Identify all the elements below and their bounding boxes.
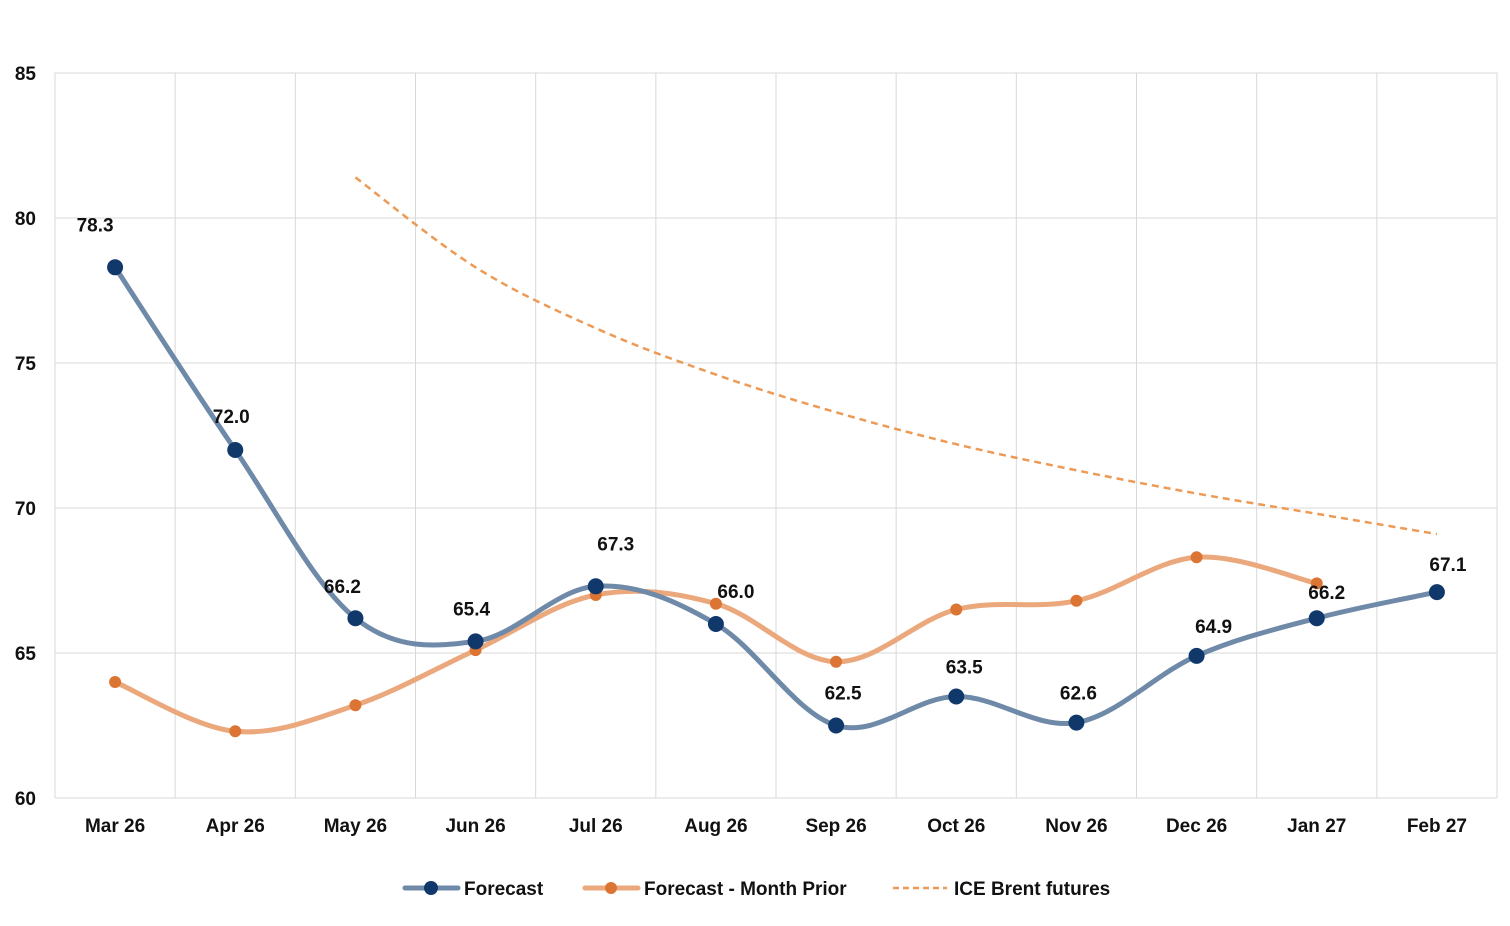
series-line-ice-brent-futures <box>354 176 1438 536</box>
data-label-forecast: 62.5 <box>825 684 862 705</box>
data-label-forecast: 66.2 <box>1308 583 1345 604</box>
x-tick-label: Oct 26 <box>927 816 985 837</box>
marker-forecast <box>467 633 484 650</box>
marker-forecast <box>587 578 604 595</box>
marker-forecast-month-prior <box>1190 551 1203 564</box>
marker-forecast-month-prior <box>830 655 843 668</box>
legend-label-forecast-month-prior: Forecast - Month Prior <box>644 879 847 900</box>
y-tick-label: 65 <box>15 644 37 665</box>
x-tick-label: Aug 26 <box>684 816 747 837</box>
marker-forecast <box>707 616 724 632</box>
marker-forecast <box>1428 584 1445 601</box>
gridlines <box>54 72 1498 799</box>
data-label-forecast: 78.3 <box>77 215 114 236</box>
data-label-forecast: 66.0 <box>717 582 754 603</box>
legend-marker-forecast-month-prior <box>605 882 617 894</box>
marker-forecast <box>347 610 364 627</box>
marker-forecast-month-prior <box>950 603 963 616</box>
marker-forecast <box>107 259 124 276</box>
marker-forecast <box>1068 714 1085 731</box>
legend-marker-forecast <box>424 881 438 895</box>
data-label-forecast: 64.9 <box>1195 617 1232 638</box>
data-label-forecast: 63.5 <box>946 658 983 679</box>
x-tick-label: Feb 27 <box>1407 816 1467 837</box>
data-label-forecast: 66.2 <box>324 577 361 598</box>
data-label-forecast: 67.3 <box>597 534 634 555</box>
marker-forecast-month-prior <box>709 597 722 610</box>
x-tick-label: Apr 26 <box>206 816 265 837</box>
legend: Forecast Forecast - Month Prior ICE Brent … <box>402 879 1110 900</box>
marker-forecast <box>828 717 845 734</box>
y-tick-label: 60 <box>15 789 36 810</box>
marker-forecast-month-prior <box>1310 577 1323 590</box>
data-label-forecast: 65.4 <box>453 599 490 620</box>
y-tick-label: 80 <box>15 209 36 230</box>
data-label-forecast: 62.6 <box>1060 684 1097 705</box>
marker-forecast <box>1308 610 1325 627</box>
legend-label-forecast: Forecast <box>464 879 544 900</box>
marker-forecast <box>227 442 244 458</box>
data-label-forecast: 72.0 <box>213 407 250 428</box>
marker-forecast <box>1188 647 1205 664</box>
x-tick-label: Sep 26 <box>805 816 866 837</box>
marker-forecast <box>948 688 965 705</box>
marker-forecast-month-prior <box>109 676 122 688</box>
data-label-forecast: 67.1 <box>1429 555 1466 576</box>
x-tick-label: Nov 26 <box>1045 816 1107 837</box>
x-tick-label: Jul 26 <box>569 816 623 837</box>
x-tick-label: Mar 26 <box>85 816 145 837</box>
y-tick-label: 85 <box>15 64 37 85</box>
y-tick-label: 75 <box>15 354 37 375</box>
marker-forecast-month-prior <box>349 699 362 712</box>
x-tick-label: Dec 26 <box>1166 816 1227 837</box>
x-tick-label: Jan 27 <box>1287 816 1346 837</box>
legend-label-ice-brent-futures: ICE Brent futures <box>954 879 1110 900</box>
marker-forecast-month-prior <box>1070 594 1083 607</box>
y-tick-label: 70 <box>15 499 36 520</box>
x-tick-label: May 26 <box>324 816 387 837</box>
marker-forecast-month-prior <box>229 725 242 738</box>
x-tick-label: Jun 26 <box>445 816 505 837</box>
